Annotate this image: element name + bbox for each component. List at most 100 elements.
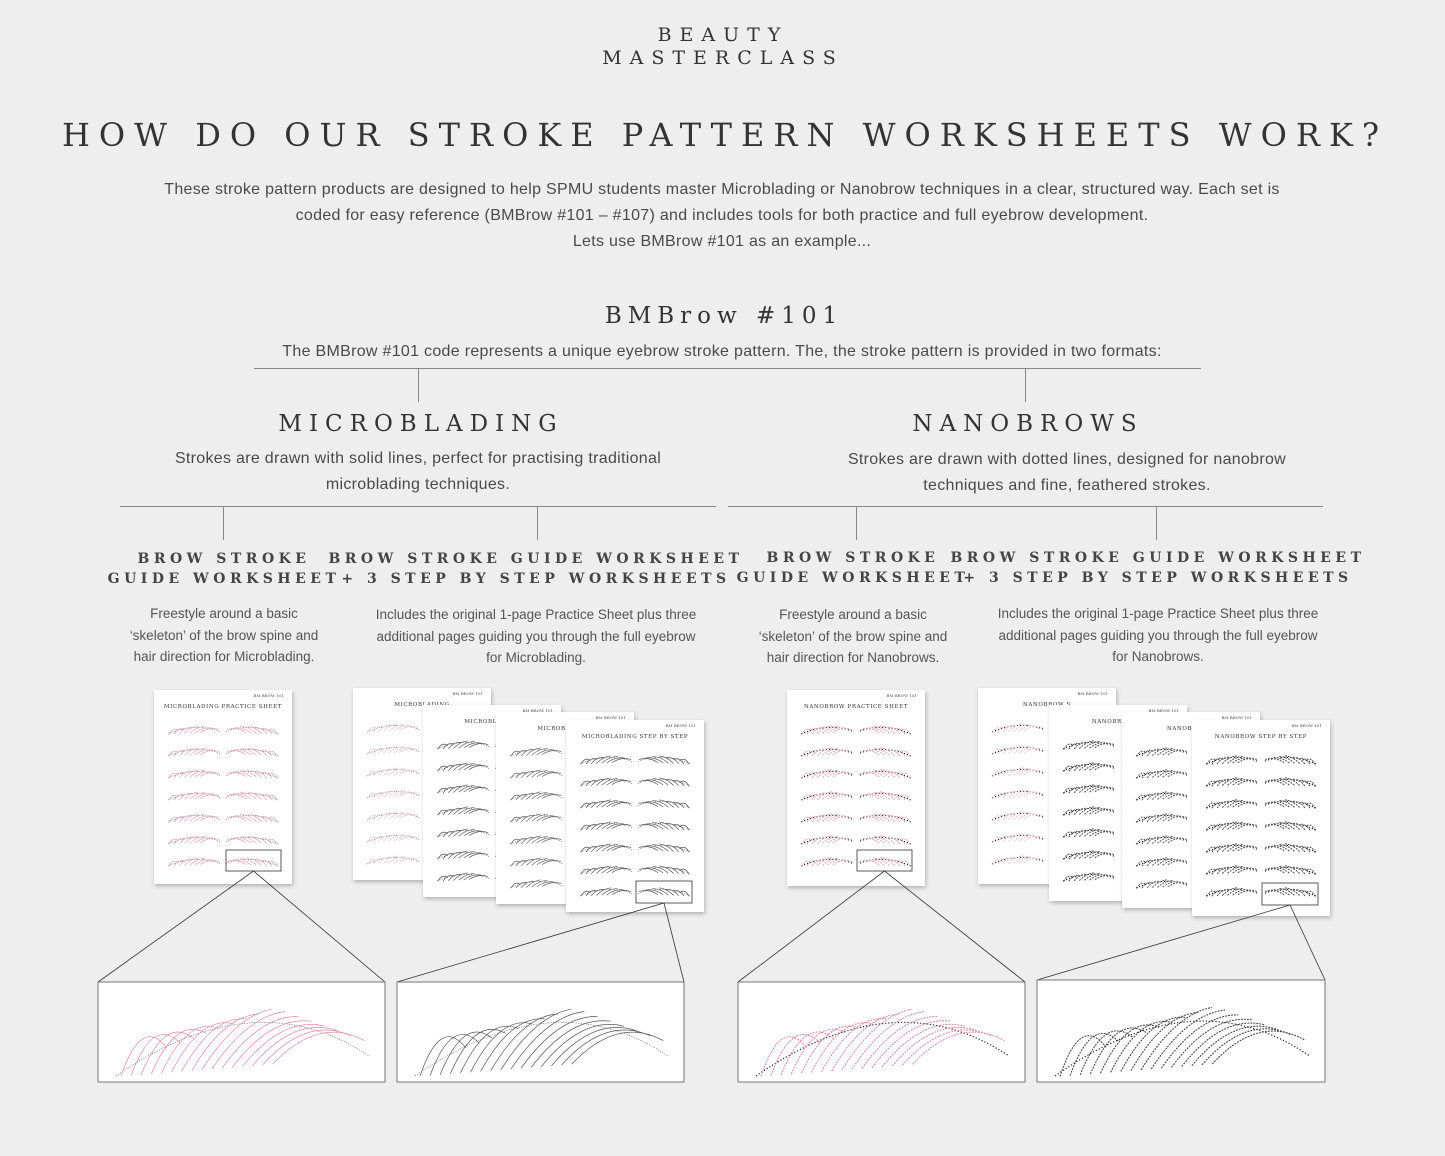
- worksheet-code: BM BROW 101: [1148, 708, 1179, 713]
- eyebrow-drawing: [1062, 828, 1116, 838]
- worksheet-page: BM BROW 101 NANOBROW STEP BY STEP: [1192, 720, 1330, 916]
- logo-line1: BEAUTY: [657, 24, 789, 46]
- desc-line: techniques and fine, feathered strokes.: [923, 477, 1211, 494]
- product-heading: + 3 STEP BY STEP WORKSHEETS: [963, 570, 1353, 586]
- eyebrow-drawing: [1263, 821, 1317, 831]
- worksheet-title: MICROBLADING: [394, 702, 450, 708]
- eyebrow-drawing: [800, 725, 854, 735]
- eyebrow-drawing: [1263, 777, 1317, 787]
- zoom-line: [253, 870, 386, 983]
- worksheet-page: BM BROW 101 MICROBLADING PRACTICE SHEET: [154, 690, 292, 884]
- eyebrow-drawing: [800, 747, 854, 757]
- eyebrow-drawing: [1135, 813, 1189, 823]
- zoom-line: [737, 870, 885, 983]
- eyebrow-drawing: [225, 725, 279, 735]
- eyebrow-drawing: [637, 777, 691, 787]
- eyebrow-drawing: [225, 791, 279, 801]
- product-desc: ‘skeleton’ of the brow spine and: [758, 628, 948, 644]
- intro-line: coded for easy reference (BMBrow #101 – …: [295, 207, 1149, 224]
- connector: [537, 506, 538, 540]
- product-desc: for Nanobrows.: [1112, 649, 1204, 664]
- product-desc: hair direction for Nanobrows.: [766, 650, 940, 665]
- zoom-line: [1036, 904, 1291, 981]
- eyebrow-drawing: [1263, 799, 1317, 809]
- worksheet-title: NANOBROW S: [1167, 726, 1215, 732]
- eyebrow-drawing: [225, 813, 279, 823]
- eyebrow-drawing: [858, 791, 912, 801]
- eyebrow-drawing: [366, 767, 420, 777]
- eyebrow-drawing: [509, 879, 563, 889]
- eyebrow-drawing: [1135, 857, 1189, 867]
- divider: [728, 506, 1323, 507]
- eyebrow-drawing: [991, 767, 1045, 777]
- product-heading: + 3 STEP BY STEP WORKSHEETS: [341, 571, 731, 587]
- product-desc: Freestyle around a basic: [779, 607, 927, 622]
- worksheet-title: MICROBLADING: [464, 719, 520, 725]
- eyebrow-drawing: [858, 857, 912, 867]
- eyebrow-drawing: [579, 843, 633, 853]
- eyebrow-drawing: [436, 806, 490, 816]
- worksheet-title: MICROBLADING STEP BY STEP: [581, 734, 689, 740]
- product-nanobrow-single: BROW STROKE GUIDE WORKSHEET Freestyle aro…: [737, 548, 970, 669]
- eyebrow-drawing: [1205, 865, 1259, 875]
- worksheet-code: BM BROW 101: [886, 693, 917, 698]
- zoom-line: [1289, 904, 1326, 981]
- eyebrow-drawing: [991, 855, 1045, 865]
- worksheet-code: BM BROW 101: [522, 708, 553, 713]
- eyebrow-drawing: [436, 828, 490, 838]
- product-desc: Includes the original 1-page Practice Sh…: [375, 607, 697, 622]
- eyebrow-drawing: [167, 769, 221, 779]
- worksheet-title: NANOBROW STEP BY STEP: [1214, 734, 1308, 740]
- eyebrow-drawing: [991, 833, 1045, 843]
- divider: [254, 368, 1201, 369]
- worksheet-title: NANOBROW ST: [1091, 719, 1145, 725]
- worksheet-code: BM BROW 101: [253, 693, 284, 698]
- nanobrows-description: Strokes are drawn with dotted lines, des…: [848, 447, 1286, 499]
- eyebrow-drawing: [436, 850, 490, 860]
- eyebrow-drawing: [366, 789, 420, 799]
- eyebrow-drawing: [858, 769, 912, 779]
- worksheet-code: BM BROW 101: [452, 691, 483, 696]
- connector: [1156, 506, 1157, 540]
- eyebrow-drawing: [800, 769, 854, 779]
- eyebrow-drawing: [509, 769, 563, 779]
- eyebrow-drawing: [991, 745, 1045, 755]
- eyebrow-drawing: [366, 855, 420, 865]
- eyebrow-drawing: [1062, 762, 1116, 772]
- eyebrow-drawing: [637, 887, 691, 897]
- eyebrow-drawing: [1062, 740, 1116, 750]
- eyebrow-drawing: [1135, 769, 1189, 779]
- eyebrow-drawing: [1205, 843, 1259, 853]
- eyebrow-drawing: [509, 857, 563, 867]
- eyebrow-drawing: [115, 1008, 370, 1077]
- microblading-heading: MICROBLADING: [278, 411, 564, 437]
- eyebrow-drawing: [1263, 887, 1317, 897]
- zoom-line: [884, 870, 1026, 983]
- eyebrow-drawing: [637, 755, 691, 765]
- eyebrow-drawing: [1135, 791, 1189, 801]
- desc-line: microblading techniques.: [325, 476, 511, 493]
- eyebrow-drawing: [637, 799, 691, 809]
- eyebrow-drawing: [167, 835, 221, 845]
- eyebrow-drawing: [366, 833, 420, 843]
- eyebrow-drawing: [1205, 799, 1259, 809]
- product-heading: BROW STROKE: [766, 550, 940, 566]
- product-desc: Freestyle around a basic: [150, 606, 298, 621]
- eyebrow-drawing: [436, 872, 490, 882]
- eyebrow-drawing: [436, 784, 490, 794]
- product-heading: BROW STROKE GUIDE WORKSHEET: [328, 551, 744, 567]
- code-description: The BMBrow #101 code represents a unique…: [282, 343, 1162, 360]
- eyebrow-drawing: [637, 821, 691, 831]
- eyebrow-drawing: [1135, 835, 1189, 845]
- zoomed-brow-box: [1036, 979, 1326, 1083]
- connector: [1025, 368, 1026, 402]
- eyebrow-drawing: [755, 1008, 1010, 1077]
- page-title: HOW DO OUR STROKE PATTERN WORKSHEETS WOR…: [61, 116, 1389, 154]
- worksheet-page: BM BROW 101 MICROBLADING STEP BY STEP: [566, 720, 704, 912]
- eyebrow-drawing: [225, 747, 279, 757]
- eyebrow-drawing: [1062, 784, 1116, 794]
- eyebrow-drawing: [1263, 843, 1317, 853]
- eyebrow-drawing: [509, 791, 563, 801]
- zoomed-brow-box: [396, 981, 685, 1083]
- eyebrow-drawing: [436, 762, 490, 772]
